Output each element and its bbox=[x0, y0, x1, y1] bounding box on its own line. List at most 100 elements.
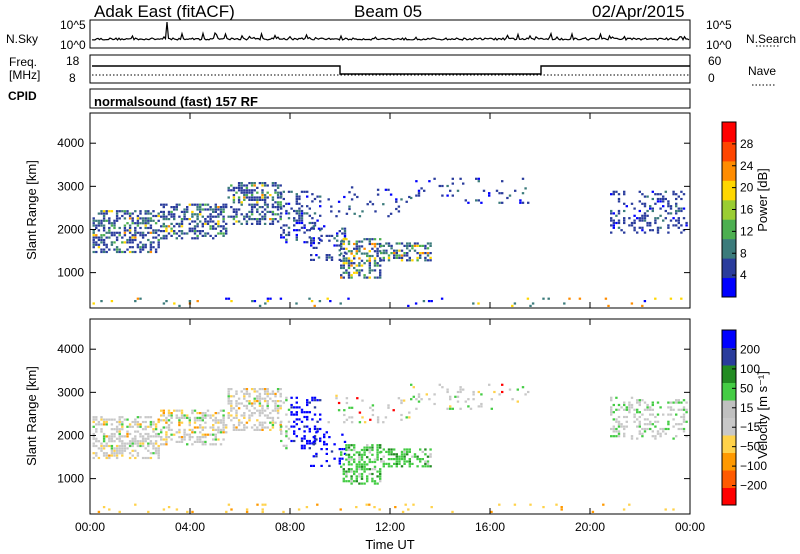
echo-cell bbox=[339, 302, 342, 305]
echo-cell bbox=[186, 443, 189, 446]
echo-cell bbox=[92, 224, 95, 227]
echo-cell bbox=[173, 302, 176, 305]
echo-cell bbox=[258, 421, 262, 424]
echo-cell bbox=[358, 264, 361, 267]
echo-cell bbox=[282, 510, 285, 513]
echo-cell bbox=[300, 437, 304, 440]
echo-cell bbox=[298, 427, 301, 431]
echo-cell bbox=[204, 436, 207, 439]
echo-cell bbox=[617, 219, 621, 222]
echo-cell bbox=[300, 444, 304, 447]
echo-cell bbox=[191, 213, 194, 216]
echo-cell bbox=[371, 238, 374, 241]
echo-cell bbox=[633, 415, 636, 419]
echo-cell bbox=[308, 439, 311, 443]
echo-cell bbox=[180, 220, 184, 223]
echo-cell bbox=[651, 197, 654, 201]
echo-cell bbox=[371, 480, 374, 483]
echo-cell bbox=[102, 423, 106, 426]
echo-cell bbox=[222, 421, 225, 424]
echo-cell bbox=[664, 209, 667, 213]
echo-cell bbox=[295, 401, 298, 404]
echo-cell bbox=[651, 401, 654, 404]
echo-cell bbox=[141, 234, 145, 237]
echo-cell bbox=[651, 423, 654, 426]
echo-cell bbox=[183, 208, 186, 211]
echo-cell bbox=[108, 222, 111, 225]
echo-cell bbox=[180, 409, 184, 412]
echo-cell bbox=[258, 395, 262, 398]
echo-cell bbox=[128, 452, 132, 455]
echo-cell bbox=[315, 431, 318, 434]
echo-cell bbox=[662, 413, 665, 416]
echo-cell bbox=[92, 452, 95, 455]
echo-cell bbox=[167, 426, 171, 429]
echo-cell bbox=[261, 428, 264, 431]
echo-cell bbox=[245, 392, 249, 395]
echo-cell bbox=[196, 234, 199, 237]
echo-cell bbox=[121, 447, 124, 450]
echo-cell bbox=[672, 401, 675, 404]
echo-cell bbox=[165, 227, 168, 230]
echo-cell bbox=[266, 390, 269, 393]
echo-cell bbox=[269, 194, 272, 197]
echo-cell bbox=[269, 416, 272, 419]
echo-cell bbox=[170, 210, 173, 213]
echo-cell bbox=[245, 184, 249, 187]
echo-cell bbox=[667, 224, 670, 227]
echo-cell bbox=[123, 234, 127, 237]
echo-cell bbox=[300, 214, 304, 217]
echo-cell bbox=[212, 433, 215, 436]
echo-cell bbox=[350, 477, 353, 480]
echo-cell bbox=[358, 456, 361, 459]
echo-cell bbox=[157, 456, 160, 460]
colorbar-swatch bbox=[722, 180, 736, 201]
echo-cell bbox=[95, 452, 98, 455]
echo-cell bbox=[347, 276, 351, 279]
echo-cell bbox=[97, 222, 101, 225]
echo-cell bbox=[662, 219, 665, 222]
echo-cell bbox=[287, 437, 291, 440]
echo-cell bbox=[261, 182, 264, 185]
echo-cell bbox=[230, 508, 233, 511]
echo-cell bbox=[366, 480, 369, 483]
echo-cell bbox=[100, 234, 103, 237]
echo-cell bbox=[420, 398, 423, 401]
echo-cell bbox=[669, 401, 673, 404]
echo-cell bbox=[659, 207, 662, 210]
echo-cell bbox=[258, 198, 262, 201]
echo-cell bbox=[115, 437, 119, 440]
echo-cell bbox=[345, 252, 348, 255]
echo-cell bbox=[121, 214, 124, 218]
echo-cell bbox=[672, 437, 675, 440]
echo-cell bbox=[368, 269, 371, 272]
echo-cell bbox=[160, 431, 163, 434]
echo-cell bbox=[95, 444, 98, 448]
echo-cell bbox=[178, 225, 181, 228]
echo-cell bbox=[131, 222, 134, 225]
echo-cell bbox=[175, 508, 179, 511]
echo-cell bbox=[105, 219, 108, 222]
echo-cell bbox=[350, 444, 353, 447]
echo-cell bbox=[160, 438, 163, 441]
echo-cell bbox=[306, 195, 309, 198]
echo-cell bbox=[347, 456, 351, 459]
echo-cell bbox=[243, 189, 246, 192]
echo-cell bbox=[664, 190, 667, 193]
echo-cell bbox=[126, 212, 129, 215]
echo-cell bbox=[110, 428, 114, 431]
echo-cell bbox=[141, 246, 145, 249]
echo-cell bbox=[623, 415, 626, 419]
echo-cell bbox=[253, 388, 256, 391]
echo-cell bbox=[393, 249, 396, 252]
echo-cell bbox=[271, 184, 275, 187]
echo-cell bbox=[157, 241, 160, 244]
echo-cell bbox=[250, 182, 254, 185]
cpid-frame bbox=[89, 88, 691, 109]
echo-cell bbox=[363, 276, 366, 279]
echo-cell bbox=[638, 420, 641, 423]
echo-cell bbox=[347, 463, 351, 466]
echo-cell bbox=[638, 209, 641, 213]
echo-cell bbox=[136, 243, 140, 246]
echo-cell bbox=[173, 409, 176, 412]
